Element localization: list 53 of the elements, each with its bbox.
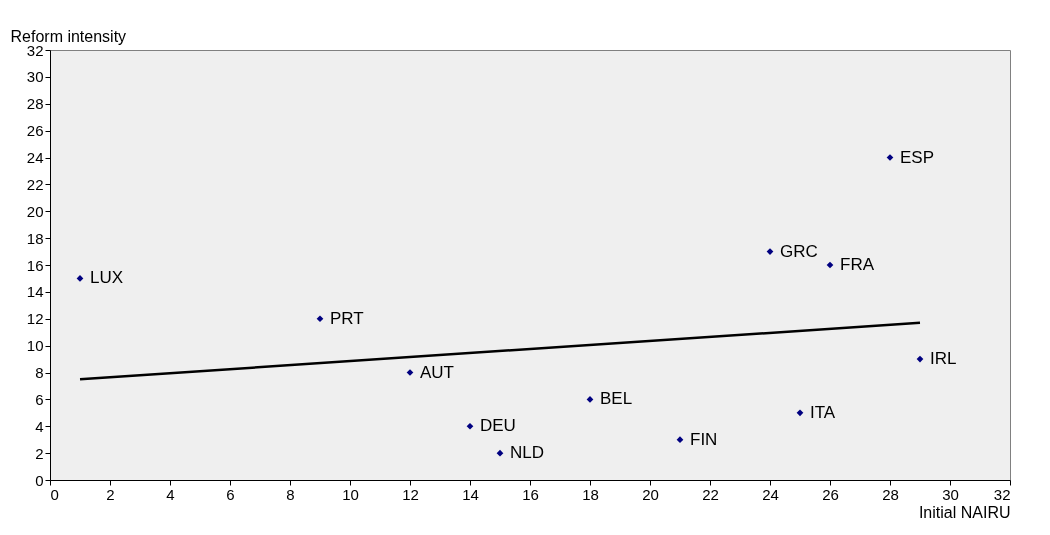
annotation: FRA (840, 255, 875, 274)
x-tick-label: 4 (166, 485, 175, 503)
y-tick-label: 26 (26, 122, 44, 140)
annotation: ITA (810, 402, 836, 422)
x-tick-label: 6 (226, 485, 235, 503)
y-tick-label: 22 (26, 175, 44, 193)
x-tick-label: 0 (50, 485, 59, 503)
x-tick-label: 14 (462, 485, 479, 503)
point (916, 355, 924, 363)
x-tick-label: 16 (522, 485, 539, 503)
point (796, 409, 804, 417)
y-tick-label: 12 (26, 310, 44, 328)
x-tick-label: 22 (702, 485, 719, 503)
x-tick-label: 10 (342, 485, 359, 503)
x-tick-label: 32 (993, 485, 1011, 503)
x-tick-label: 20 (642, 485, 659, 503)
point (316, 315, 324, 323)
y-tick-label: 10 (26, 337, 44, 355)
y-tick-label: 14 (26, 283, 44, 301)
y-tick-label: 16 (26, 256, 44, 274)
y-tick-label: 18 (26, 229, 44, 247)
y-tick-label: 20 (26, 202, 44, 220)
annotation: FIN (690, 429, 718, 449)
y-tick-label: 6 (35, 390, 44, 408)
x-tick-label: 18 (582, 485, 599, 503)
annotation: PRT (330, 308, 364, 328)
annotation: IRL (930, 349, 957, 369)
x-axis-title: Initial NAIRU (918, 503, 1011, 521)
annotation: GRC (780, 241, 818, 261)
point (496, 449, 504, 457)
y-tick-label: 0 (35, 471, 44, 489)
annotation: AUT (420, 362, 454, 382)
x-tick-label: 12 (402, 485, 419, 503)
y-tick-label: 4 (35, 417, 44, 435)
x-tick-label: 26 (822, 485, 839, 503)
y-tick-label: 28 (26, 95, 44, 113)
y-tick-label: 2 (35, 444, 44, 462)
annotation: DEU (480, 416, 516, 436)
x-tick-label: 30 (942, 485, 959, 503)
x-tick-label: 8 (286, 485, 295, 503)
annotation: NLD (510, 443, 545, 463)
annotation: BEL (600, 389, 633, 409)
y-tick-label: 8 (35, 364, 44, 381)
x-tick-label: 2 (106, 485, 115, 503)
x-tick-label: 28 (882, 485, 899, 503)
y-tick-label: 30 (26, 68, 44, 86)
y-tick-label: 24 (26, 149, 44, 166)
point (466, 422, 474, 430)
annotation: LUX (90, 268, 124, 288)
point (826, 261, 834, 269)
point (676, 436, 684, 444)
x-tick-label: 24 (762, 485, 779, 503)
annotation: ESP (900, 147, 935, 167)
